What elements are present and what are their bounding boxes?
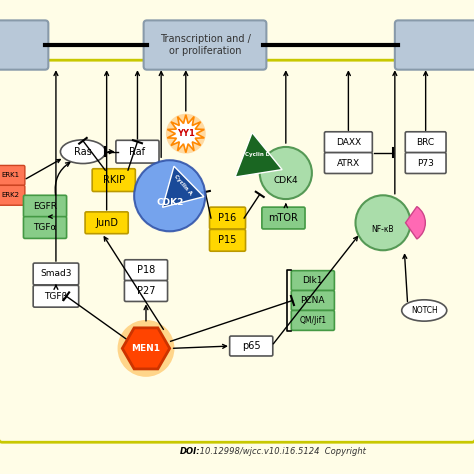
- FancyBboxPatch shape: [291, 271, 334, 291]
- Text: NOTCH: NOTCH: [411, 306, 438, 315]
- Text: 10.12998/wjcc.v10.i16.5124  Copyright: 10.12998/wjcc.v10.i16.5124 Copyright: [197, 447, 365, 456]
- FancyBboxPatch shape: [395, 20, 474, 70]
- Text: P15: P15: [219, 235, 237, 246]
- FancyBboxPatch shape: [116, 140, 159, 163]
- Text: ERK2: ERK2: [1, 192, 19, 198]
- Text: YY1: YY1: [177, 129, 195, 138]
- Text: CDK2: CDK2: [156, 199, 183, 207]
- FancyBboxPatch shape: [0, 20, 48, 70]
- Polygon shape: [163, 166, 204, 207]
- FancyBboxPatch shape: [92, 169, 136, 191]
- Text: Raf: Raf: [129, 146, 146, 157]
- FancyBboxPatch shape: [210, 207, 246, 229]
- Text: EGFR: EGFR: [33, 202, 57, 210]
- Wedge shape: [406, 207, 425, 239]
- Circle shape: [134, 160, 205, 231]
- Circle shape: [260, 147, 312, 199]
- Text: Dlk1: Dlk1: [302, 276, 323, 285]
- Ellipse shape: [60, 140, 105, 164]
- Ellipse shape: [402, 300, 447, 321]
- Text: ERK1: ERK1: [1, 173, 19, 178]
- Text: NF-κB: NF-κB: [372, 226, 394, 234]
- FancyBboxPatch shape: [0, 165, 25, 185]
- FancyBboxPatch shape: [0, 185, 25, 205]
- FancyBboxPatch shape: [144, 20, 266, 70]
- Text: PCNA: PCNA: [301, 296, 325, 305]
- Text: MEN1: MEN1: [131, 344, 161, 353]
- FancyBboxPatch shape: [33, 285, 79, 307]
- FancyBboxPatch shape: [23, 195, 66, 217]
- Text: BRC: BRC: [417, 138, 435, 146]
- FancyBboxPatch shape: [405, 153, 446, 173]
- Text: p65: p65: [242, 341, 261, 351]
- Text: mTOR: mTOR: [268, 213, 299, 223]
- Text: Cyclin A: Cyclin A: [173, 174, 193, 196]
- FancyBboxPatch shape: [291, 310, 334, 330]
- Circle shape: [356, 195, 410, 250]
- FancyBboxPatch shape: [0, 60, 474, 442]
- Polygon shape: [122, 328, 170, 369]
- Text: P27: P27: [137, 286, 155, 296]
- FancyBboxPatch shape: [210, 229, 246, 251]
- Polygon shape: [235, 133, 282, 177]
- Text: TGFα: TGFα: [33, 223, 57, 232]
- FancyBboxPatch shape: [229, 336, 273, 356]
- FancyBboxPatch shape: [262, 207, 305, 229]
- FancyBboxPatch shape: [33, 263, 79, 285]
- FancyBboxPatch shape: [124, 281, 168, 301]
- FancyBboxPatch shape: [405, 132, 446, 153]
- Text: JunD: JunD: [95, 218, 118, 228]
- FancyBboxPatch shape: [23, 217, 66, 238]
- Text: ATRX: ATRX: [337, 159, 360, 167]
- FancyBboxPatch shape: [324, 132, 373, 153]
- FancyBboxPatch shape: [124, 260, 168, 281]
- Text: QM/Jif1: QM/Jif1: [299, 316, 327, 325]
- Text: Smad3: Smad3: [40, 270, 72, 278]
- Text: Ras: Ras: [74, 146, 92, 157]
- Circle shape: [166, 114, 206, 154]
- FancyBboxPatch shape: [291, 291, 334, 310]
- Text: P16: P16: [219, 213, 237, 223]
- FancyBboxPatch shape: [324, 153, 373, 173]
- FancyBboxPatch shape: [85, 212, 128, 234]
- Circle shape: [118, 320, 174, 377]
- Text: Cyclin D: Cyclin D: [245, 153, 270, 157]
- Text: CDK4: CDK4: [273, 176, 298, 184]
- Text: TGFβ: TGFβ: [44, 292, 68, 301]
- Polygon shape: [167, 115, 204, 153]
- Text: RKIP: RKIP: [103, 175, 125, 185]
- Text: Transcription and /
or proliferation: Transcription and / or proliferation: [160, 34, 250, 56]
- Text: P18: P18: [137, 265, 155, 275]
- Text: P73: P73: [417, 159, 434, 167]
- Text: DOI:: DOI:: [180, 447, 201, 456]
- Text: DAXX: DAXX: [336, 138, 361, 146]
